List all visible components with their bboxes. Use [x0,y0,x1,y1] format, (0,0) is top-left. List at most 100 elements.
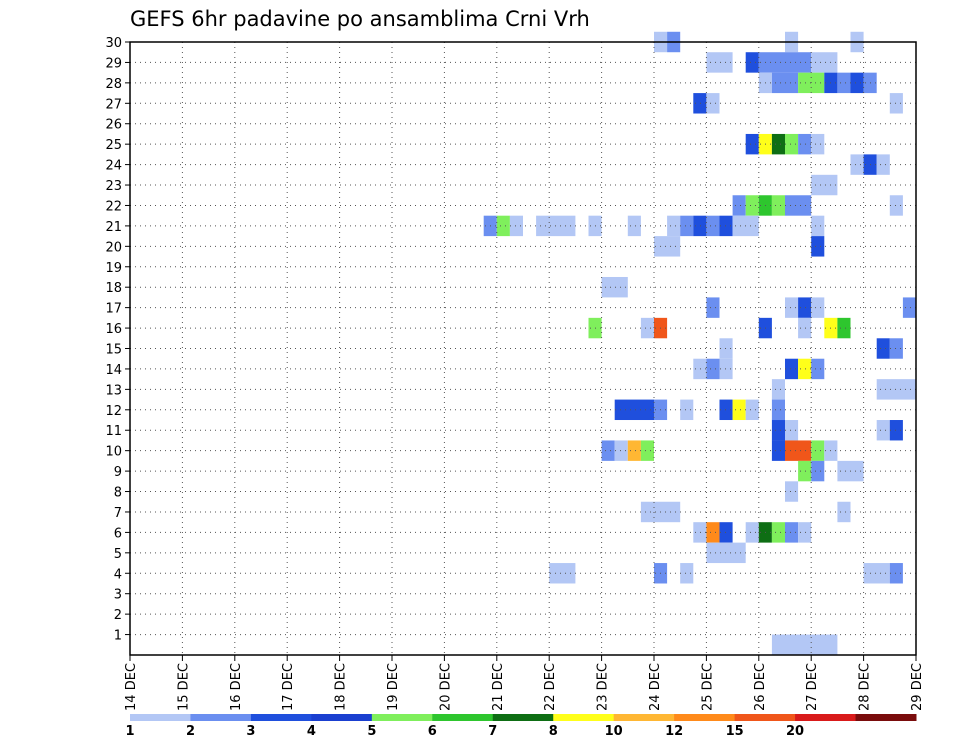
heatmap-cell [785,481,799,502]
x-tick-label: 21 DEC [491,663,506,711]
heatmap-cell [837,317,851,339]
heatmap-cell [876,379,916,400]
heatmap-cell [798,460,812,482]
y-tick-label: 21 [105,220,122,235]
heatmap-cell [850,72,864,94]
legend-label: 20 [786,724,804,739]
heatmap-cell [614,399,654,421]
heatmap-cell [837,72,851,94]
y-tick-label: 6 [114,526,122,541]
heatmap-cell [627,440,641,461]
heatmap-cell [601,440,615,461]
heatmap-cell [771,379,785,400]
y-tick-label: 24 [105,159,122,174]
legend-swatch [553,714,615,721]
heatmap-cell [837,501,851,523]
heatmap-cell [706,358,720,380]
chart-title: GEFS 6hr padavine po ansamblima Crni Vrh [130,7,590,31]
legend-swatch [613,714,675,721]
heatmap-cell [771,440,785,461]
x-tick-label: 15 DEC [176,663,191,711]
heatmap-cell [719,215,733,237]
legend-label: 8 [549,724,558,739]
legend-swatch [492,714,554,721]
y-tick-label: 17 [105,302,122,317]
x-tick-label: 19 DEC [386,663,401,711]
y-tick-label: 14 [105,363,122,378]
heatmap-cell [732,399,746,421]
heatmap-cell [785,195,812,216]
y-tick-label: 28 [105,77,122,92]
y-tick-label: 23 [105,179,122,194]
heatmap-cell [680,215,694,237]
y-tick-label: 8 [114,486,122,501]
heatmap-cell [785,522,799,543]
y-tick-label: 13 [105,383,122,398]
heatmap-cell [745,52,759,73]
x-tick-label: 29 DEC [910,663,925,711]
heatmap-cell [706,297,720,318]
heatmap-cell [876,420,890,441]
heatmap-cell [771,420,785,441]
legend-label: 10 [605,724,623,739]
legend-swatch [734,714,796,721]
legend-label: 12 [665,724,683,739]
y-tick-label: 30 [105,36,122,51]
y-tick-label: 7 [114,506,122,521]
heatmap-cell [785,420,799,441]
y-tick-label: 10 [105,445,122,460]
heatmap-cell [798,317,812,339]
heatmap-cell [876,154,890,175]
heatmap-cell [719,522,733,543]
x-tick-label: 16 DEC [229,663,244,711]
heatmap-cell [496,215,510,237]
y-tick-label: 12 [105,404,122,419]
x-tick-label: 20 DEC [438,663,453,711]
legend-swatch [795,714,857,721]
heatmap-cell [745,399,759,421]
heatmap-cell [706,542,746,564]
heatmap-cell [640,317,654,339]
heatmap-cell [706,215,720,237]
y-tick-label: 9 [114,465,122,480]
heatmap-cell [745,522,759,543]
heatmap-cell [693,522,707,543]
heatmap-cell [889,420,903,441]
y-tick-label: 26 [105,118,122,133]
legend-label: 1 [125,724,134,739]
x-tick-label: 14 DEC [124,663,139,711]
legend-swatch [130,714,191,721]
heatmap-cell [719,399,733,421]
y-tick-label: 3 [114,588,122,603]
heatmap-cell [771,195,785,216]
heatmap-cell [798,358,812,380]
x-tick-label: 24 DEC [648,663,663,711]
heatmap-cell [811,460,825,482]
heatmap-cell [811,440,825,461]
y-tick-label: 22 [105,199,122,214]
heatmap-cell [693,358,707,380]
x-tick-label: 26 DEC [753,663,768,711]
legend-swatch [855,714,917,721]
heatmap-cell [706,52,733,73]
heatmap-cell [811,297,825,318]
heatmap-cells [483,31,916,655]
heatmap-cell [719,338,733,359]
x-tick-label: 22 DEC [543,663,558,711]
heatmap-cell [771,522,785,543]
heatmap-cell [850,154,864,175]
x-tick-label: 27 DEC [805,663,820,711]
heatmap-cell [811,52,838,73]
color-legend: 1 2 3 4 5 6 7 8 10 12 15 20 [125,714,917,739]
y-tick-label: 1 [114,629,122,644]
legend-swatch [432,714,494,721]
legend-label: 15 [726,724,744,739]
heatmap-cell [706,522,720,543]
heatmap-cell [785,358,799,380]
legend-swatch [311,714,373,721]
legend-swatch [250,714,312,721]
x-axis: 14 DEC 15 DEC 16 DEC 17 DEC 18 DEC 19 DEC 20 D… [124,655,925,711]
grid-lines [130,41,916,655]
legend-label: 4 [307,724,316,739]
heatmap-cell [745,195,759,216]
